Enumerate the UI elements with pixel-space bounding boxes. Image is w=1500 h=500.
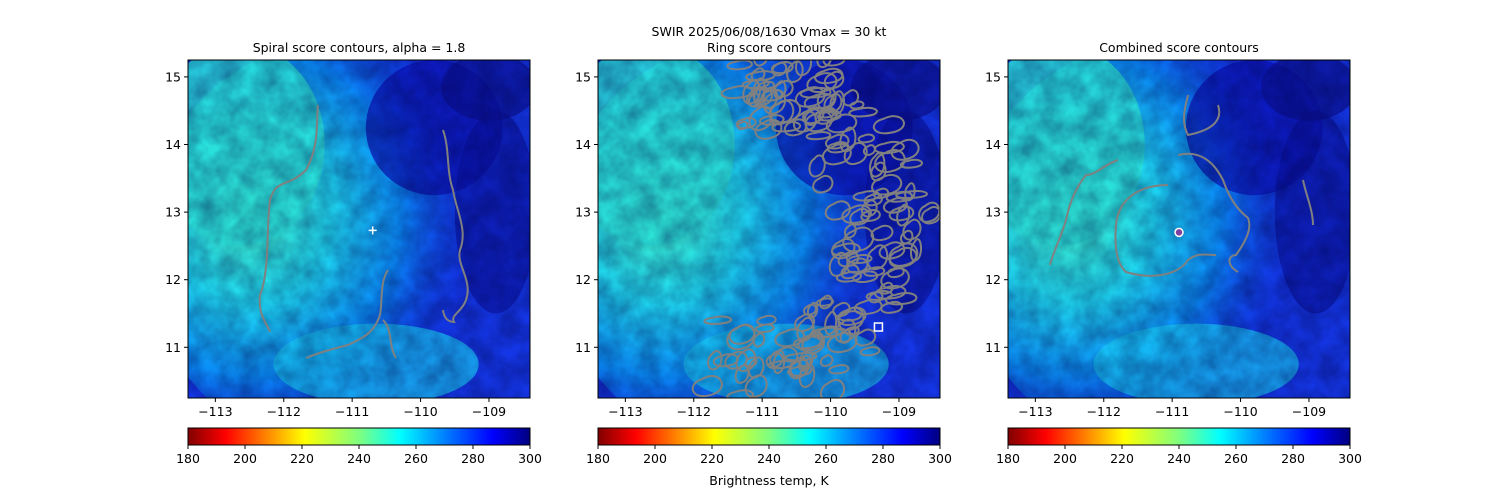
colorbar-tick-label: 220: [1110, 451, 1134, 466]
colorbar-tick-label: 200: [1053, 451, 1077, 466]
panel-3: Combined score contours −113 −112 −111 −110 −…: [985, 40, 1362, 466]
colorbar-tick-label: 180: [176, 451, 200, 466]
colorbar-tick-label: 280: [871, 451, 895, 466]
colorbar-tick-label: 300: [928, 451, 952, 466]
y-tick-label: 14: [575, 137, 591, 152]
score-contours: [691, 60, 940, 398]
y-tick-label: 11: [985, 340, 1001, 355]
panel-2: Ring score contours −113 −112 −111 −110 −109 1…: [575, 40, 952, 466]
panel-1: Spiral score contours, alpha = 1.8 −113 −1…: [165, 40, 542, 466]
colorbar-label: Brightness temp, K: [709, 473, 829, 488]
y-tick-label: 13: [985, 205, 1001, 220]
x-tick-label: −111: [335, 404, 369, 419]
colorbar: 180 200 220 240 260 280 300: [176, 427, 542, 466]
center-marker: [1174, 227, 1184, 238]
x-tick-label: −112: [677, 404, 711, 419]
x-tick-label: −111: [745, 404, 779, 419]
panel-title: Combined score contours: [1099, 40, 1259, 55]
colorbar-tick-label: 260: [404, 451, 428, 466]
x-tick-label: −110: [813, 404, 847, 419]
x-tick-label: −110: [403, 404, 437, 419]
score-contours: [1049, 94, 1314, 277]
colorbar-tick-label: 220: [700, 451, 724, 466]
colorbar: 180 200 220 240 260 280 300: [586, 427, 952, 466]
x-tick-label: −113: [198, 404, 232, 419]
colorbar-gradient: [597, 427, 941, 446]
y-tick-label: 12: [985, 272, 1001, 287]
colorbar-tick-label: 240: [347, 451, 371, 466]
colorbar-tick-label: 260: [1224, 451, 1248, 466]
panel-title: Spiral score contours, alpha = 1.8: [253, 40, 466, 55]
colorbar-tick-label: 240: [1167, 451, 1191, 466]
x-tick-label: −109: [882, 404, 916, 419]
y-tick-label: 14: [985, 137, 1001, 152]
ir-image: [188, 60, 530, 398]
y-tick-label: 12: [165, 272, 181, 287]
colorbar-tick-label: 200: [643, 451, 667, 466]
ir-image: [1008, 60, 1350, 398]
axes-frame: [187, 59, 531, 399]
x-tick-label: −111: [1155, 404, 1189, 419]
y-tick-label: 13: [165, 205, 181, 220]
colorbar-tick-label: 180: [996, 451, 1020, 466]
x-tick-label: −109: [1292, 404, 1326, 419]
colorbar: 180 200 220 240 260 280 300: [996, 427, 1362, 466]
score-contours: [258, 104, 469, 359]
y-tick-label: 12: [575, 272, 591, 287]
x-tick-label: −112: [267, 404, 301, 419]
colorbar-gradient: [1007, 427, 1351, 446]
x-tick-label: −110: [1223, 404, 1257, 419]
colorbar-tick-label: 300: [1338, 451, 1362, 466]
y-tick-label: 15: [165, 69, 181, 84]
y-tick-label: 15: [985, 69, 1001, 84]
y-tick-label: 11: [165, 340, 181, 355]
center-marker: [873, 322, 884, 332]
axes-frame: [597, 59, 941, 399]
colorbar-tick-label: 220: [290, 451, 314, 466]
colorbar-tick-label: 240: [757, 451, 781, 466]
y-tick-label: 15: [575, 69, 591, 84]
colorbar-tick-label: 180: [586, 451, 610, 466]
axes-frame: [1007, 59, 1351, 399]
x-tick-label: −109: [472, 404, 506, 419]
x-tick-label: −113: [1018, 404, 1052, 419]
x-tick-label: −112: [1087, 404, 1121, 419]
colorbar-tick-label: 280: [1281, 451, 1305, 466]
y-tick-label: 11: [575, 340, 591, 355]
y-tick-label: 14: [165, 137, 181, 152]
colorbar-tick-label: 280: [461, 451, 485, 466]
y-tick-label: 13: [575, 205, 591, 220]
suptitle: SWIR 2025/06/08/1630 Vmax = 30 kt: [652, 24, 887, 39]
colorbar-tick-label: 300: [518, 451, 542, 466]
colorbar-tick-label: 260: [814, 451, 838, 466]
center-marker: [368, 226, 377, 235]
colorbar-tick-label: 200: [233, 451, 257, 466]
x-tick-label: −113: [608, 404, 642, 419]
colorbar-gradient: [187, 427, 531, 446]
panel-title: Ring score contours: [707, 40, 831, 55]
